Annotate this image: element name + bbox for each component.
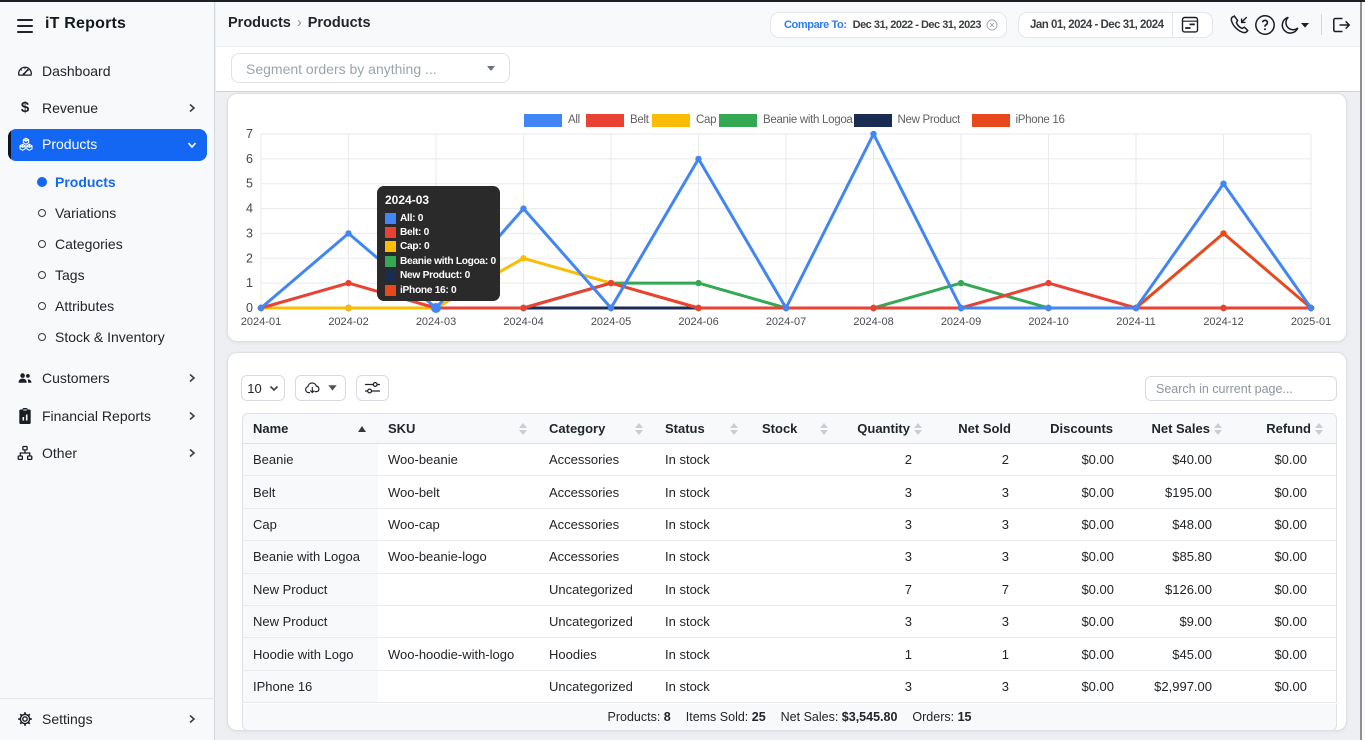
svg-text:0: 0	[246, 301, 253, 315]
svg-text:2024-08: 2024-08	[853, 316, 893, 328]
svg-text:3: 3	[246, 226, 253, 240]
svg-text:5: 5	[246, 177, 253, 191]
svg-text:2024-10: 2024-10	[1028, 316, 1068, 328]
svg-text:2024-07: 2024-07	[766, 316, 806, 328]
svg-text:2024-03: 2024-03	[416, 316, 456, 328]
svg-text:2024-02: 2024-02	[328, 316, 368, 328]
svg-text:6: 6	[246, 152, 253, 166]
svg-text:1: 1	[246, 276, 253, 290]
svg-text:2024-11: 2024-11	[1116, 316, 1156, 328]
svg-text:2024-06: 2024-06	[678, 316, 718, 328]
svg-text:7: 7	[246, 127, 253, 141]
svg-text:2025-01: 2025-01	[1291, 316, 1331, 328]
svg-text:2024-04: 2024-04	[503, 316, 543, 328]
svg-text:4: 4	[246, 202, 253, 216]
svg-text:2024-09: 2024-09	[941, 316, 981, 328]
svg-text:2024-05: 2024-05	[591, 316, 631, 328]
svg-text:2024-01: 2024-01	[241, 316, 281, 328]
svg-text:2024-12: 2024-12	[1203, 316, 1243, 328]
svg-text:2: 2	[246, 251, 253, 265]
